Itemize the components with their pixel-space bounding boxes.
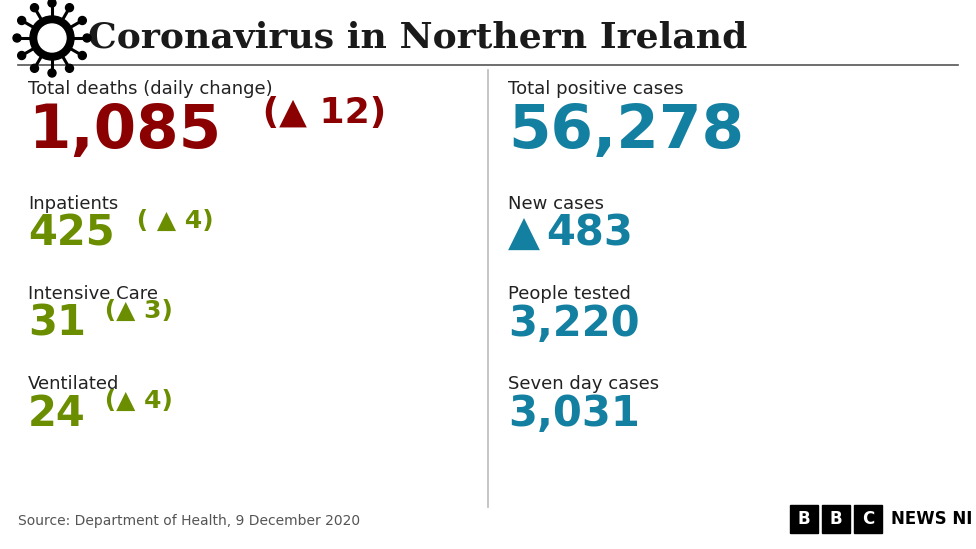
Text: 24: 24 (28, 393, 86, 435)
Text: People tested: People tested (508, 285, 630, 303)
Text: 31: 31 (28, 303, 86, 345)
Circle shape (18, 52, 25, 59)
Circle shape (38, 24, 66, 52)
Text: Inpatients: Inpatients (28, 195, 118, 213)
Text: Source: Department of Health, 9 December 2020: Source: Department of Health, 9 December… (18, 514, 360, 528)
Text: 1,085: 1,085 (28, 102, 222, 161)
Text: 425: 425 (28, 213, 114, 255)
Text: Coronavirus in Northern Ireland: Coronavirus in Northern Ireland (88, 21, 748, 55)
FancyBboxPatch shape (822, 505, 850, 533)
Text: ( ▲ 4): ( ▲ 4) (128, 209, 214, 233)
Circle shape (48, 69, 56, 77)
Text: New cases: New cases (508, 195, 604, 213)
Text: Total deaths (daily change): Total deaths (daily change) (28, 80, 272, 98)
Text: 56,278: 56,278 (508, 102, 744, 161)
FancyBboxPatch shape (790, 505, 818, 533)
Text: (▲ 4): (▲ 4) (96, 389, 173, 413)
Text: 3,220: 3,220 (508, 303, 639, 345)
Text: (▲ 3): (▲ 3) (96, 299, 173, 323)
Circle shape (30, 64, 38, 72)
Circle shape (48, 0, 56, 7)
Circle shape (83, 34, 91, 42)
Text: Intensive Care: Intensive Care (28, 285, 158, 303)
Text: 3,031: 3,031 (508, 393, 640, 435)
Text: B: B (830, 510, 842, 528)
Text: 483: 483 (546, 213, 632, 255)
Text: NEWS NI: NEWS NI (891, 510, 972, 528)
Circle shape (18, 16, 25, 25)
Circle shape (65, 64, 73, 72)
Circle shape (78, 52, 86, 59)
Text: B: B (797, 510, 810, 528)
Text: (▲ 12): (▲ 12) (250, 96, 386, 130)
Text: Seven day cases: Seven day cases (508, 375, 659, 393)
Text: Total positive cases: Total positive cases (508, 80, 683, 98)
Circle shape (78, 16, 86, 25)
FancyBboxPatch shape (854, 505, 882, 533)
Circle shape (30, 4, 38, 12)
Text: ▲: ▲ (508, 213, 540, 255)
Circle shape (65, 4, 73, 12)
Circle shape (30, 16, 74, 60)
Circle shape (13, 34, 21, 42)
Text: Ventilated: Ventilated (28, 375, 119, 393)
Text: C: C (862, 510, 874, 528)
